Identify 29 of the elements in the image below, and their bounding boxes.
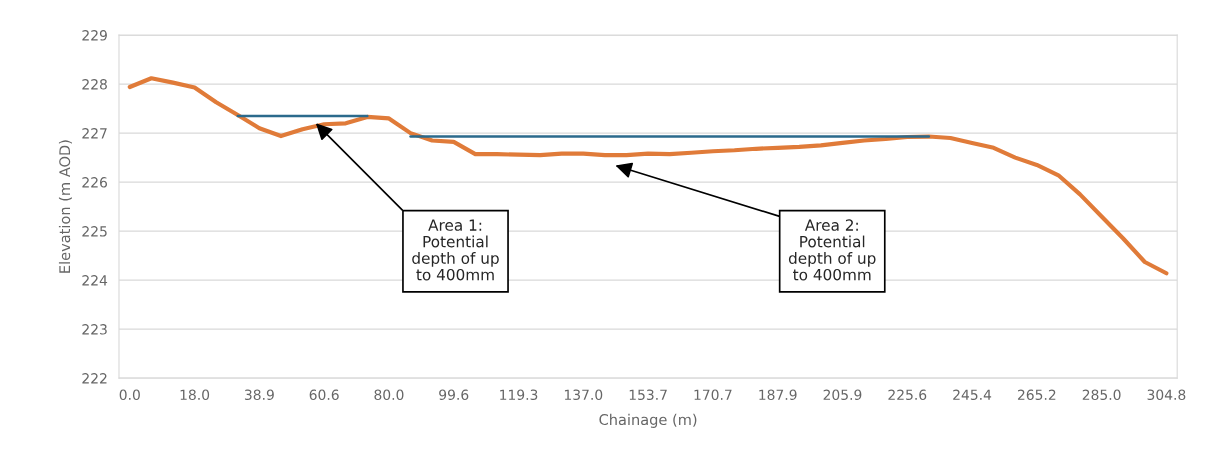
x-axis-title: Chainage (m): [599, 413, 697, 428]
x-tick-label: 285.0: [1082, 389, 1121, 401]
y-tick-label: 227: [82, 128, 107, 139]
annotation: Area 2: Potential depth of up to 400mm: [788, 219, 876, 281]
x-tick-label: 265.2: [1017, 389, 1056, 401]
x-tick-label: 119.3: [500, 389, 538, 401]
annotation: Area 1: Potential depth of up to 400mm: [412, 219, 499, 281]
x-tick-label: 0.0: [119, 389, 140, 401]
x-tick-label: 187.9: [759, 389, 797, 401]
x-tick-label: 153.7: [629, 389, 667, 401]
y-tick-label: 224: [82, 275, 108, 286]
x-tick-label: 60.6: [309, 389, 339, 401]
x-tick-label: 225.6: [888, 389, 927, 401]
y-tick-label: 228: [82, 79, 107, 90]
x-tick-label: 205.9: [823, 389, 862, 401]
x-tick-label: 137.0: [564, 389, 603, 401]
x-tick-label: 170.7: [694, 389, 732, 401]
x-tick-label: 99.6: [439, 389, 469, 401]
x-tick-label: 18.0: [180, 389, 210, 401]
y-tick-label: 229: [82, 30, 107, 41]
y-tick-label: 225: [82, 226, 107, 237]
y-tick-label: 223: [82, 324, 107, 335]
x-tick-label: 304.8: [1147, 389, 1186, 401]
x-tick-label: 38.9: [244, 389, 274, 401]
x-tick-label: 245.4: [953, 389, 992, 401]
y-tick-label: 226: [82, 177, 107, 188]
y-tick-label: 222: [82, 373, 107, 384]
y-axis-title: Elevation (m AOD): [58, 140, 72, 273]
x-tick-label: 80.0: [374, 389, 404, 401]
